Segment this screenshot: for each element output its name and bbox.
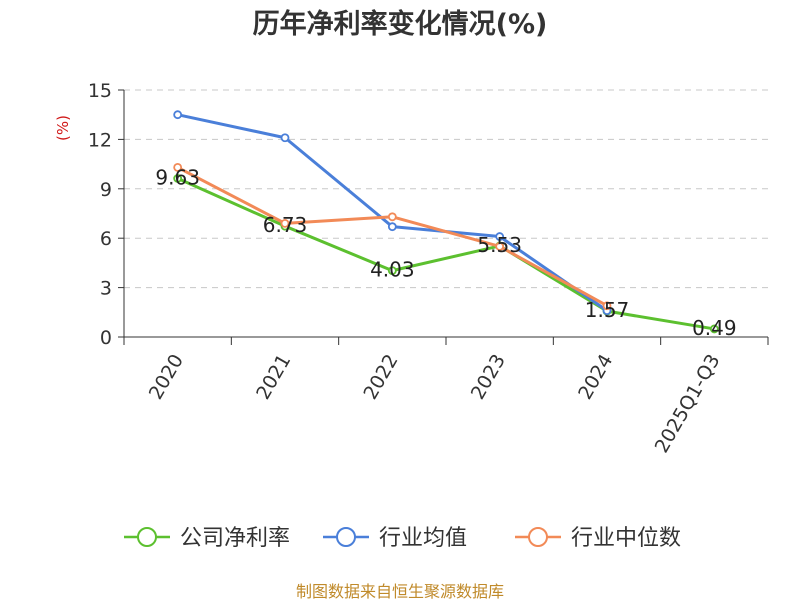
legend-label: 行业均值 xyxy=(379,526,467,551)
data-point xyxy=(280,218,290,228)
y-tick-label: 3 xyxy=(100,278,112,300)
source-note: 制图数据来自恒生聚源数据库 xyxy=(295,582,504,601)
data-point xyxy=(495,232,505,241)
series-line-2 xyxy=(176,166,608,308)
data-point xyxy=(173,174,183,183)
data-point xyxy=(387,222,397,232)
x-tick-label: 2022 xyxy=(359,351,402,404)
legend-marker xyxy=(137,527,157,547)
data-label: 5.53 xyxy=(477,233,522,257)
grid-lines xyxy=(124,89,768,289)
y-axis-label: (%) xyxy=(54,115,72,141)
data-point xyxy=(173,110,183,120)
x-tick-label: 2021 xyxy=(252,351,295,404)
series-line-0 xyxy=(177,177,715,331)
data-point xyxy=(709,324,719,334)
data-point xyxy=(602,301,612,311)
series-lines xyxy=(173,110,719,334)
data-labels: 9.63 6.73 4.03 5.53 1.57 0.49 xyxy=(155,165,736,340)
data-point xyxy=(280,133,290,143)
x-tick-label: 2020 xyxy=(145,351,188,404)
data-point xyxy=(173,162,183,172)
y-tick-label: 15 xyxy=(88,80,112,102)
legend-label: 行业中位数 xyxy=(571,526,681,551)
x-tick-label: 2023 xyxy=(467,350,510,403)
data-label: 9.63 xyxy=(155,165,200,189)
x-tick-label: 2024 xyxy=(574,351,617,404)
legend-label: 公司净利率 xyxy=(180,526,290,551)
legend: 公司净利率 行业均值 行业中位数 xyxy=(124,526,681,551)
legend-marker xyxy=(336,527,356,547)
chart-title: 历年净利率变化情况(%) xyxy=(252,9,548,40)
data-point xyxy=(495,242,505,251)
data-label: 0.49 xyxy=(692,316,737,340)
data-point xyxy=(387,212,397,222)
data-label: 4.03 xyxy=(370,258,415,282)
y-tick-label: 6 xyxy=(100,228,112,250)
y-tick-label: 12 xyxy=(88,129,112,151)
data-label: 6.73 xyxy=(263,213,308,237)
x-tick-label: 2025Q1-Q3 xyxy=(651,351,725,457)
y-tick-label: 0 xyxy=(100,327,112,349)
legend-marker xyxy=(528,527,548,547)
data-label: 1.57 xyxy=(585,298,630,322)
y-tick-label: 9 xyxy=(100,179,112,201)
data-point xyxy=(387,266,397,276)
